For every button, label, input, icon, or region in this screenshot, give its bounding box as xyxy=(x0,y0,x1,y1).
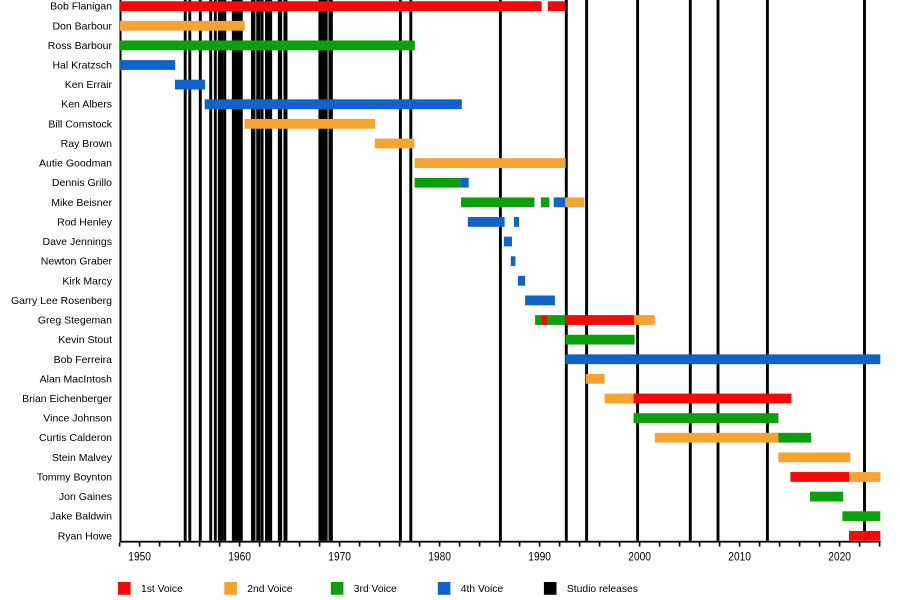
svg-text:2000: 2000 xyxy=(628,549,651,563)
svg-text:2020: 2020 xyxy=(828,549,851,563)
svg-text:3rd Voice: 3rd Voice xyxy=(354,584,397,595)
svg-text:Ken Errair: Ken Errair xyxy=(65,79,113,91)
svg-text:Ray Brown: Ray Brown xyxy=(61,138,113,150)
svg-text:1990: 1990 xyxy=(528,549,551,563)
svg-text:Greg Stegeman: Greg Stegeman xyxy=(38,315,112,327)
svg-text:Garry Lee Rosenberg: Garry Lee Rosenberg xyxy=(11,295,112,307)
svg-text:4th Voice: 4th Voice xyxy=(461,584,504,595)
svg-text:Newton Graber: Newton Graber xyxy=(41,256,113,268)
svg-text:Curtis Calderon: Curtis Calderon xyxy=(39,432,112,444)
svg-text:1980: 1980 xyxy=(428,549,451,563)
svg-text:Hal Kratzsch: Hal Kratzsch xyxy=(52,60,112,72)
svg-text:1st Voice: 1st Voice xyxy=(141,584,183,595)
svg-text:Ross Barbour: Ross Barbour xyxy=(48,40,113,52)
svg-text:Dave Jennings: Dave Jennings xyxy=(43,236,112,248)
svg-text:Vince Johnson: Vince Johnson xyxy=(43,413,112,425)
svg-text:Don Barbour: Don Barbour xyxy=(52,20,112,32)
svg-text:Studio releases: Studio releases xyxy=(567,584,638,595)
svg-text:Mike Beisner: Mike Beisner xyxy=(51,197,112,209)
svg-text:Kevin Stout: Kevin Stout xyxy=(58,334,112,346)
svg-text:Stein Malvey: Stein Malvey xyxy=(52,452,113,464)
svg-text:Jon Gaines: Jon Gaines xyxy=(59,491,112,503)
svg-text:Alan MacIntosh: Alan MacIntosh xyxy=(40,373,113,385)
svg-text:2nd Voice: 2nd Voice xyxy=(247,584,293,595)
svg-text:Bob Flanigan: Bob Flanigan xyxy=(50,1,112,13)
svg-text:Rod Henley: Rod Henley xyxy=(57,216,113,228)
svg-text:Jake Baldwin: Jake Baldwin xyxy=(50,511,112,523)
svg-text:Tommy Boynton: Tommy Boynton xyxy=(37,471,112,483)
svg-text:Brian Eichenberger: Brian Eichenberger xyxy=(22,393,112,405)
svg-text:1950: 1950 xyxy=(128,549,151,563)
svg-text:Autie Goodman: Autie Goodman xyxy=(39,158,112,170)
svg-text:2010: 2010 xyxy=(728,549,751,563)
svg-text:Bill Comstock: Bill Comstock xyxy=(48,118,112,130)
svg-text:Ken Albers: Ken Albers xyxy=(61,99,112,111)
svg-text:1970: 1970 xyxy=(328,549,351,563)
svg-text:Bob Ferreira: Bob Ferreira xyxy=(54,354,113,366)
svg-text:Ryan Howe: Ryan Howe xyxy=(58,530,112,542)
svg-text:Kirk Marcy: Kirk Marcy xyxy=(62,275,112,287)
svg-text:1960: 1960 xyxy=(228,549,251,563)
svg-text:Dennis Grillo: Dennis Grillo xyxy=(52,177,112,189)
